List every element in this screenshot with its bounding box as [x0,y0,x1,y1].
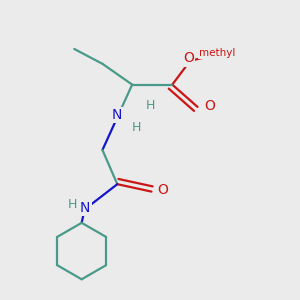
Text: H: H [146,99,155,112]
Text: O: O [183,52,194,65]
Text: methyl: methyl [199,48,235,59]
Text: H: H [132,121,141,134]
Text: N: N [80,201,90,215]
Text: N: N [112,108,122,122]
Text: H: H [68,199,77,212]
Text: O: O [205,99,215,113]
Text: O: O [157,183,168,197]
